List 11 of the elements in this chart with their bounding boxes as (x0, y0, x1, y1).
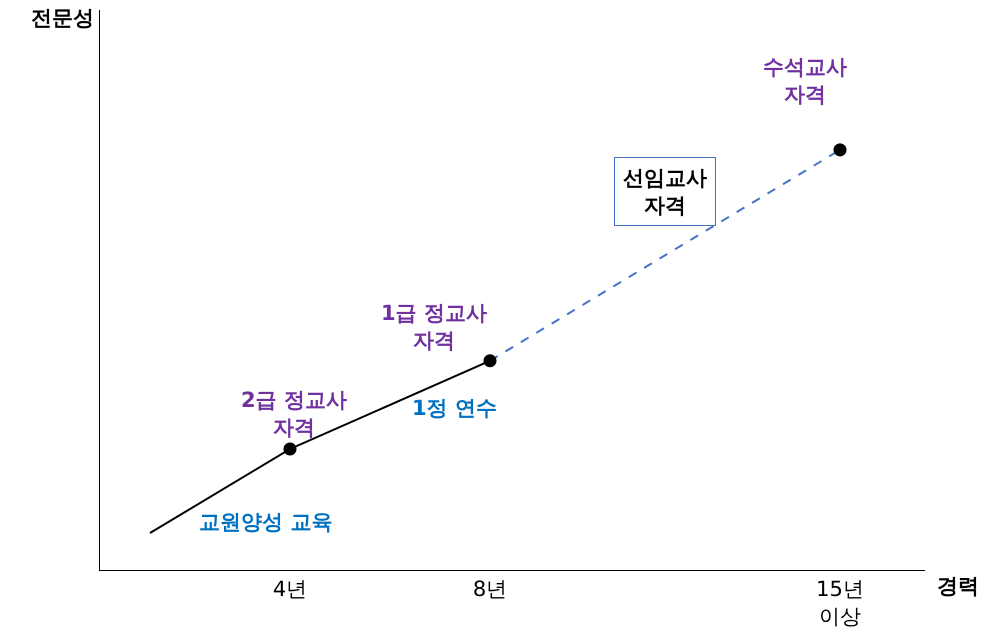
annotation: 1급 정교사 자격 (381, 301, 487, 352)
annotation: 1정 연수 (412, 396, 497, 420)
x-tick-label: 15년 이상 (816, 577, 864, 628)
x-tick-label: 8년 (472, 577, 508, 602)
x-axis-title: 경력 (937, 574, 979, 598)
annotation: 선임교사 자격 (623, 166, 707, 218)
x-tick-label: 4년 (272, 577, 308, 602)
annotation: 교원양성 교육 (199, 510, 332, 534)
text: 전문성 (31, 6, 94, 30)
annotation: 2급 정교사 자격 (241, 388, 347, 440)
text: 수석교사 자격 (763, 55, 847, 106)
